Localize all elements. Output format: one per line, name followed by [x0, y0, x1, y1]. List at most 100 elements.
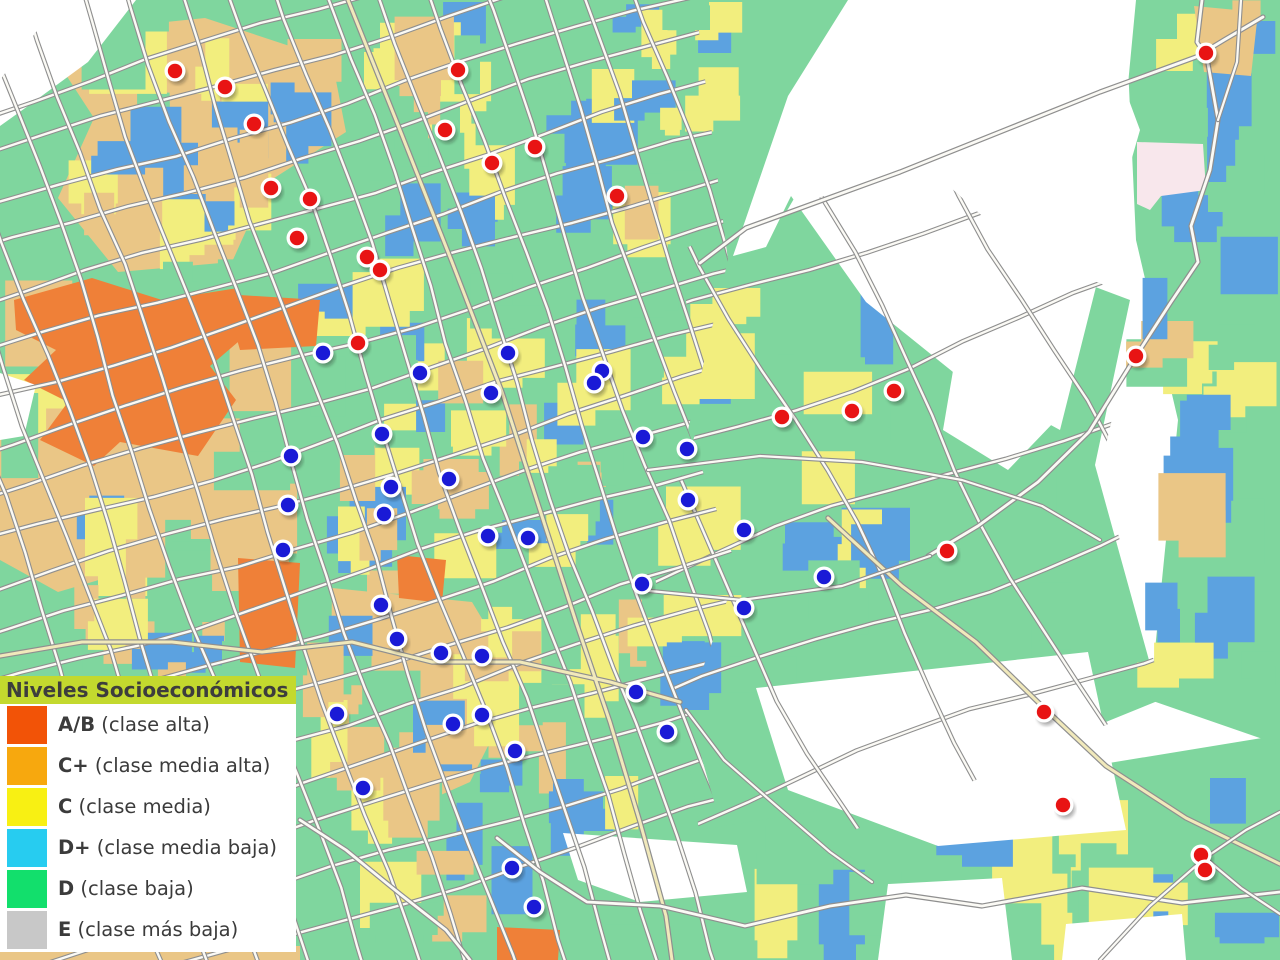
blue-location-marker[interactable] [523, 896, 547, 921]
road [652, 566, 1165, 840]
blue-location-marker[interactable] [277, 494, 301, 519]
blue-location-marker[interactable] [280, 445, 304, 470]
zone-patch [756, 852, 834, 885]
legend-swatch-c [7, 787, 47, 826]
marker-dot [329, 706, 345, 722]
markers-layer [164, 42, 1219, 921]
blue-location-marker[interactable] [409, 362, 433, 387]
marker-dot [586, 375, 602, 391]
red-location-marker[interactable] [1125, 345, 1149, 370]
red-location-marker[interactable] [286, 227, 310, 252]
zone-patch [1031, 582, 1071, 666]
blue-location-marker[interactable] [370, 594, 394, 619]
red-location-marker[interactable] [771, 406, 795, 431]
marker-dot [736, 600, 752, 616]
marker-dot [167, 63, 183, 79]
marker-dot [441, 471, 457, 487]
red-location-marker[interactable] [883, 380, 907, 405]
blue-location-marker[interactable] [438, 468, 462, 493]
legend-code-c-plus: C+ [58, 754, 89, 777]
legend-label-ab: A/B (clase alta) [58, 713, 210, 736]
marker-dot [437, 122, 453, 138]
zone-patch [782, 522, 834, 571]
blue-location-marker[interactable] [471, 645, 495, 670]
red-location-marker[interactable] [243, 113, 267, 138]
zone-patch [466, 318, 492, 371]
zone-patch [1214, 912, 1280, 944]
red-location-marker[interactable] [447, 59, 471, 84]
red-location-marker[interactable] [936, 540, 960, 565]
marker-dot [504, 860, 520, 876]
red-location-marker[interactable] [369, 259, 393, 284]
marker-dot [383, 479, 399, 495]
marker-dot [680, 492, 696, 508]
blue-location-marker[interactable] [471, 704, 495, 729]
red-location-marker[interactable] [606, 185, 630, 210]
blue-location-marker[interactable] [813, 566, 837, 591]
legend-swatch-ab [7, 705, 47, 744]
red-location-marker[interactable] [214, 76, 238, 101]
blue-location-marker[interactable] [480, 382, 504, 407]
zone-patch [627, 595, 742, 647]
red-location-marker[interactable] [164, 60, 188, 85]
zone-patch [434, 533, 497, 579]
blue-location-marker[interactable] [442, 713, 466, 738]
marker-dot [609, 188, 625, 204]
blue-location-marker[interactable] [631, 573, 655, 598]
blue-location-marker[interactable] [430, 642, 454, 667]
blue-location-marker[interactable] [497, 342, 521, 367]
blue-location-marker[interactable] [371, 423, 395, 448]
blue-location-marker[interactable] [352, 777, 376, 802]
blue-location-marker[interactable] [676, 438, 700, 463]
blue-location-marker[interactable] [386, 628, 410, 653]
zone-patch [383, 752, 440, 838]
blue-location-marker[interactable] [272, 539, 296, 564]
legend-swatch-e [7, 910, 47, 949]
blue-location-marker[interactable] [677, 489, 701, 514]
blue-location-marker[interactable] [501, 857, 525, 882]
red-location-marker[interactable] [1052, 794, 1076, 819]
zone-patch [1220, 236, 1278, 295]
blue-location-marker[interactable] [583, 372, 607, 397]
red-location-marker[interactable] [841, 400, 865, 425]
blue-location-marker[interactable] [380, 476, 404, 501]
red-location-marker[interactable] [347, 332, 371, 357]
blue-location-marker[interactable] [326, 703, 350, 728]
red-location-marker[interactable] [260, 177, 284, 202]
road [402, 0, 764, 960]
zone-patch [286, 76, 332, 164]
blue-location-marker[interactable] [477, 525, 501, 550]
red-location-marker[interactable] [481, 152, 505, 177]
blue-location-marker[interactable] [632, 426, 656, 451]
blue-location-marker[interactable] [656, 721, 680, 746]
blue-location-marker[interactable] [625, 681, 649, 706]
marker-dot [659, 724, 675, 740]
legend-label-d-plus: D+ (clase media baja) [58, 836, 277, 859]
road [264, 0, 764, 960]
blue-location-marker[interactable] [517, 527, 541, 552]
marker-dot [886, 383, 902, 399]
marker-dot [289, 230, 305, 246]
red-location-marker[interactable] [1033, 701, 1057, 726]
red-location-marker[interactable] [1194, 859, 1218, 884]
marker-dot [246, 116, 262, 132]
road [1216, 0, 1243, 122]
road [72, 0, 589, 960]
marker-dot [374, 426, 390, 442]
blue-location-marker[interactable] [504, 740, 528, 765]
zone-patch [1056, 469, 1091, 522]
red-location-marker[interactable] [299, 188, 323, 213]
red-location-marker[interactable] [434, 119, 458, 144]
red-location-marker[interactable] [524, 136, 548, 161]
blue-location-marker[interactable] [312, 342, 336, 367]
blue-location-marker[interactable] [733, 597, 757, 622]
zone-patch [756, 313, 794, 365]
blue-location-marker[interactable] [373, 503, 397, 528]
blue-location-marker[interactable] [733, 519, 757, 544]
road [0, 0, 764, 294]
red-location-marker[interactable] [1195, 42, 1219, 67]
marker-dot [474, 707, 490, 723]
marker-dot [527, 139, 543, 155]
